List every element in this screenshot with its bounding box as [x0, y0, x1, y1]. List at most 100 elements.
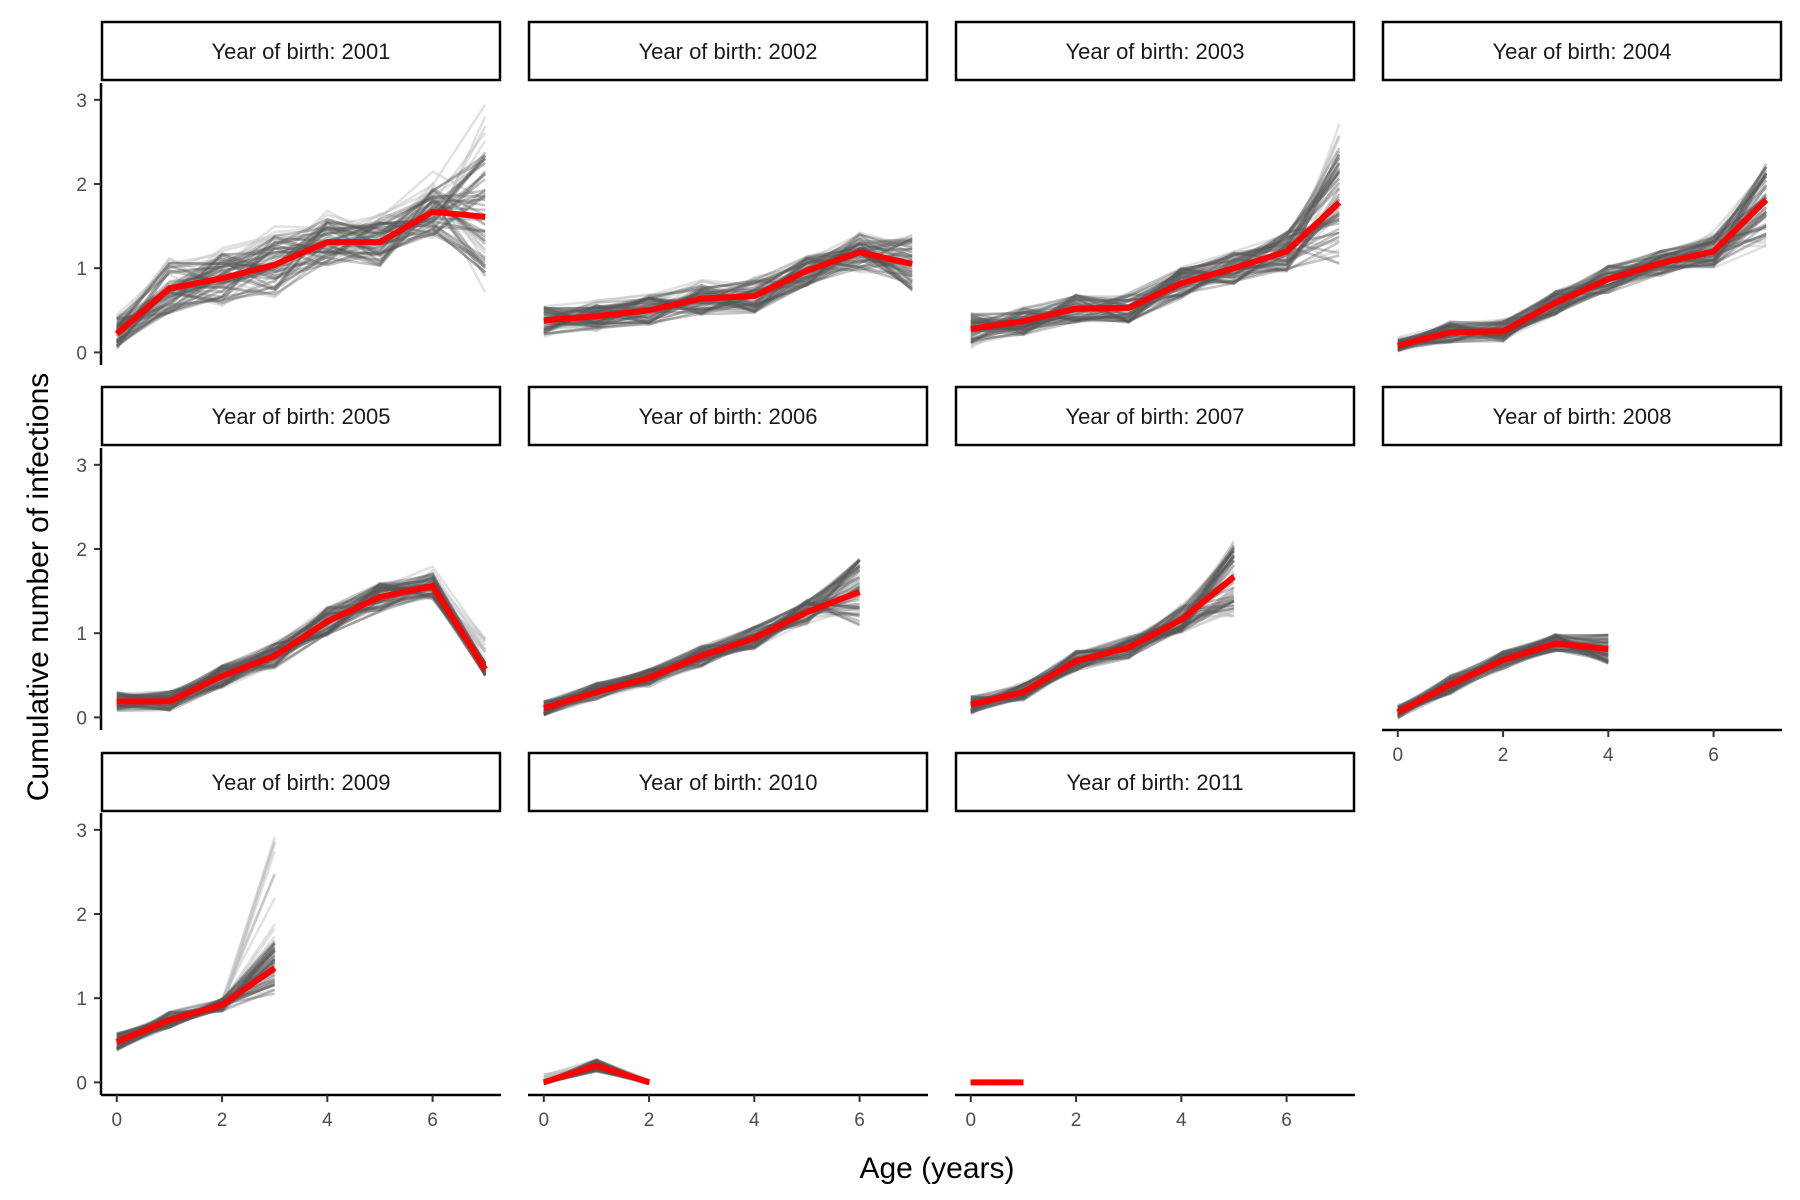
sample-trace-2002-34 [543, 258, 913, 331]
sample-trace-2001-34 [116, 206, 487, 345]
sample-trace-2008-4 [1397, 632, 1609, 714]
facet-panel-2008: Year of birth: 2008 0 2 4 6 [1381, 385, 1783, 766]
y-tick-label-2005-2: 2 [76, 540, 87, 561]
sample-trace-2004-53 [1397, 175, 1768, 352]
sample-trace-2001-18 [115, 195, 487, 347]
sample-trace-2007-0 [970, 607, 1235, 701]
sample-trace-2002-25 [543, 233, 913, 326]
x-tick-label-2010-0: 0 [539, 1110, 550, 1131]
sample-trace-2006-26 [543, 601, 860, 709]
sample-trace-2004-16 [1397, 233, 1767, 346]
sample-trace-2003-49 [970, 216, 1340, 335]
sample-trace-2003-9 [970, 231, 1340, 325]
sample-trace-2005-32 [116, 573, 487, 700]
facet-strip-label-2001: Year of birth: 2001 [212, 39, 391, 64]
sample-trace-2006-14 [543, 581, 861, 712]
y-tick-label-2005-0: 0 [76, 708, 87, 729]
sample-trace-2006-50 [543, 603, 860, 714]
sample-trace-2002-30 [543, 247, 913, 322]
facet-strip-label-2010: Year of birth: 2010 [639, 770, 818, 795]
sample-trace-2008-10 [1397, 633, 1609, 715]
x-tick-label-2009-4: 4 [322, 1110, 333, 1131]
mean-line-2005 [116, 583, 488, 705]
sample-trace-2007-15 [970, 564, 1235, 706]
x-tick-label-2010-6: 6 [854, 1110, 865, 1131]
sample-trace-2004-18 [1397, 166, 1768, 344]
sample-trace-2001-16 [116, 198, 487, 318]
y-tick-label-2005-1: 1 [76, 624, 87, 645]
mean-line-2006 [542, 589, 861, 711]
facet-strip-2010 [527, 751, 929, 813]
sample-trace-2001-43 [115, 198, 487, 331]
sample-trace-2003-20 [970, 163, 1341, 335]
y-tick-label-2001-0: 0 [76, 343, 87, 364]
sample-trace-2001-59 [116, 187, 486, 328]
facet-panel-2005: Year of birth: 2005 0 1 2 3 [76, 385, 502, 730]
sample-trace-2003-10 [970, 123, 1341, 346]
y-tick-label-2001-1: 1 [76, 259, 87, 280]
sample-trace-2008-8 [1397, 645, 1609, 709]
sample-trace-2006-27 [543, 587, 861, 706]
sample-trace-2001-41 [116, 192, 486, 326]
sample-trace-2003-55 [970, 235, 1340, 329]
sample-trace-2001-57 [116, 224, 486, 323]
mean-line-2001 [114, 208, 486, 337]
sample-trace-2002-0 [543, 231, 914, 314]
sample-trace-2006-43 [543, 564, 861, 704]
sample-trace-2002-37 [543, 241, 914, 329]
x-tick-label-2008-0: 0 [1393, 745, 1404, 766]
facet-strip-2011 [954, 751, 1356, 813]
sample-trace-2003-14 [970, 202, 1340, 337]
sample-trace-2006-32 [543, 559, 861, 714]
sample-trace-2003-8 [970, 177, 1341, 327]
sample-trace-2003-26 [970, 150, 1341, 329]
sample-trace-2002-52 [543, 240, 913, 325]
facet-panel-2010: Year of birth: 2010 0 2 4 6 [527, 751, 929, 1131]
sample-trace-2001-44 [115, 227, 486, 350]
y-tick-label-2001-2: 2 [76, 175, 87, 196]
sample-trace-2003-13 [970, 235, 1340, 339]
sample-trace-2006-4 [543, 610, 860, 703]
sample-trace-2006-48 [543, 559, 861, 715]
sample-trace-2010-2 [543, 1058, 650, 1082]
sample-trace-2007-51 [970, 573, 1235, 710]
sample-trace-2002-12 [543, 261, 913, 329]
sample-trace-2006-36 [543, 575, 861, 706]
sample-trace-2008-51 [1397, 648, 1609, 711]
sample-trace-2001-13 [115, 140, 487, 348]
sample-trace-2001-32 [116, 227, 486, 329]
x-axis-title: Age (years) [859, 1152, 1014, 1185]
sample-trace-2001-10 [115, 171, 487, 327]
sample-trace-2002-44 [543, 252, 913, 331]
sample-trace-2005-58 [116, 584, 487, 709]
sample-trace-2005-2 [116, 595, 486, 708]
sample-trace-2002-9 [543, 264, 913, 333]
sample-trace-2002-6 [543, 237, 913, 326]
facet-strip-2008 [1381, 385, 1783, 447]
sample-trace-2004-30 [1397, 196, 1767, 346]
sample-trace-2007-48 [970, 556, 1235, 705]
sample-trace-2001-9 [115, 192, 487, 321]
facet-strip-label-2005: Year of birth: 2005 [212, 404, 391, 429]
mean-line-2004 [1397, 197, 1769, 349]
facet-strip-label-2003: Year of birth: 2003 [1066, 39, 1245, 64]
facet-strip-2002 [527, 20, 929, 82]
sample-trace-2003-35 [970, 167, 1341, 341]
sample-trace-2007-59 [970, 589, 1235, 712]
sample-trace-2002-4 [543, 232, 913, 337]
sample-trace-2001-2 [115, 187, 486, 341]
y-tick-label-2009-0: 0 [76, 1073, 87, 1094]
facet-panel-2011: Year of birth: 2011 0 2 4 6 [954, 751, 1356, 1131]
facet-strip-2004 [1381, 20, 1783, 82]
sample-trace-2008-44 [1397, 638, 1609, 715]
sample-trace-2005-5 [116, 577, 487, 696]
facet-strip-2007 [954, 385, 1356, 447]
sample-trace-2003-1 [970, 175, 1341, 336]
facet-strip-label-2006: Year of birth: 2006 [639, 404, 818, 429]
sample-trace-2003-23 [970, 254, 1340, 338]
sample-trace-2004-38 [1397, 232, 1767, 343]
y-tick-label-2005-3: 3 [76, 456, 87, 477]
sample-trace-2003-11 [970, 248, 1340, 334]
mean-line-2008 [1396, 640, 1609, 715]
facet-panel-2007: Year of birth: 2007 [954, 385, 1356, 715]
